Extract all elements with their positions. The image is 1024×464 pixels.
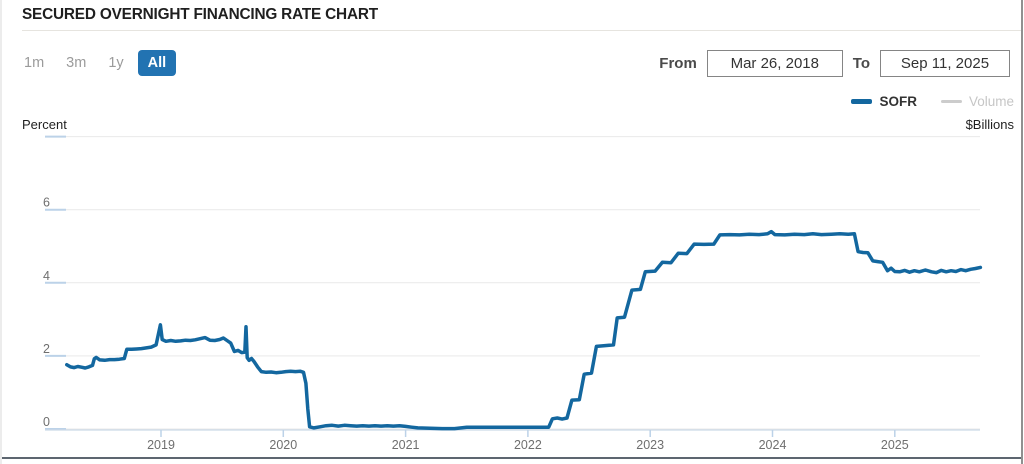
legend-label-sofr: SOFR <box>879 94 917 109</box>
panel-bottom-divider <box>2 457 1021 459</box>
legend-label-volume: Volume <box>968 94 1014 109</box>
from-label: From <box>659 55 697 72</box>
x-tick-label: 2022 <box>514 438 542 452</box>
to-date-input[interactable] <box>880 50 1010 77</box>
x-tick-label: 2025 <box>881 438 909 452</box>
range-button-1y[interactable]: 1y <box>100 50 131 76</box>
left-axis-unit-label: Percent <box>22 117 67 132</box>
legend-item-volume[interactable]: Volume <box>940 94 1014 109</box>
chart-legend: SOFR Volume <box>851 94 1014 109</box>
chart-plot-area[interactable]: 0 2 4 6 2019 2020 2021 2022 2023 2024 2025 <box>2 130 1024 464</box>
title-divider <box>22 30 1021 31</box>
sofr-line-swatch-icon <box>851 99 873 104</box>
x-tick-label: 2019 <box>147 438 175 452</box>
date-range-controls: From To <box>659 50 1010 77</box>
from-date-input[interactable] <box>706 50 843 77</box>
x-tick-label: 2023 <box>636 438 664 452</box>
volume-line-swatch-icon <box>940 100 962 103</box>
y-tick-label: 0 <box>43 415 50 429</box>
panel-right-border <box>1021 0 1023 464</box>
legend-item-sofr[interactable]: SOFR <box>851 94 917 109</box>
x-tick-label: 2024 <box>759 438 787 452</box>
range-button-all[interactable]: All <box>137 50 177 76</box>
sofr-line[interactable] <box>65 229 983 431</box>
y-tick-label: 2 <box>43 342 50 356</box>
page-title: SECURED OVERNIGHT FINANCING RATE CHART <box>22 6 378 23</box>
to-label: To <box>852 55 870 72</box>
x-tick-label: 2021 <box>392 438 420 452</box>
range-button-3m[interactable]: 3m <box>58 50 94 76</box>
x-tick-label: 2020 <box>269 438 297 452</box>
y-tick-label: 4 <box>43 269 50 283</box>
range-selector: 1m 3m 1y All <box>16 50 177 76</box>
y-tick-label: 6 <box>43 196 50 210</box>
right-axis-unit-label: $Billions <box>965 117 1014 132</box>
range-button-1m[interactable]: 1m <box>16 50 52 76</box>
